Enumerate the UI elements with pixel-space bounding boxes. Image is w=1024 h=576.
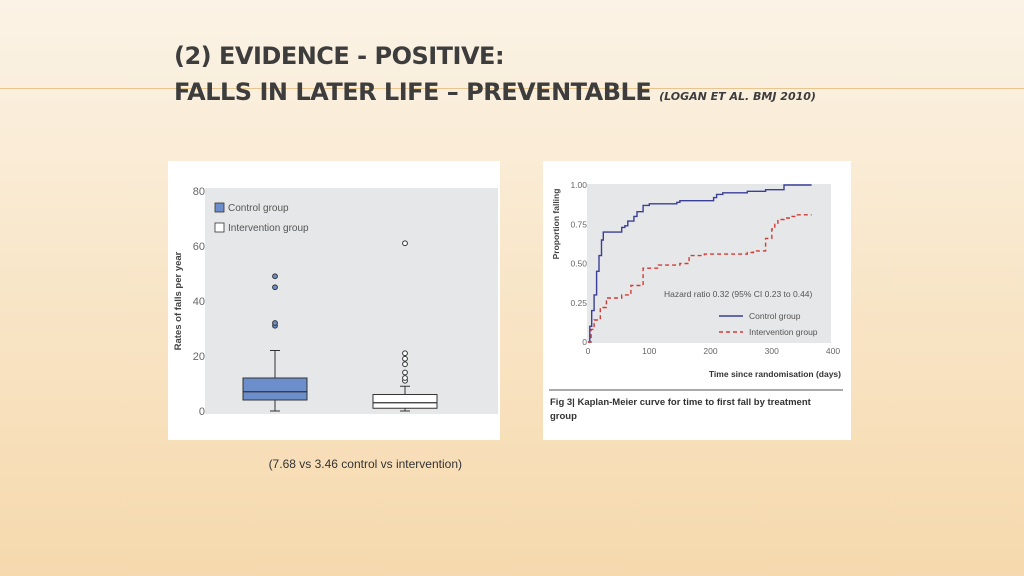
km-line-control — [588, 184, 812, 343]
outlier-point — [402, 375, 408, 381]
boxplot-chart: 0 20 40 60 80 Rates of falls per year Contro… — [173, 186, 498, 418]
title-line-1: (2) EVIDENCE - POSITIVE: — [174, 42, 505, 70]
km-panel: Proportion falling Time since randomisat… — [543, 161, 851, 440]
km-xtick-label: 0 — [586, 346, 591, 356]
legend-label-intervention: Intervention group — [228, 223, 309, 234]
km-chart: Proportion falling Time since randomisat… — [549, 180, 843, 422]
slide-title: (2) EVIDENCE - POSITIVE: FALLS IN LATER … — [174, 38, 816, 115]
legend-swatch-control — [214, 202, 225, 213]
comparison-caption: (7.68 vs 3.46 control vs intervention) — [268, 457, 462, 471]
outlier-point — [402, 240, 408, 247]
outlier-point — [402, 350, 408, 357]
km-annotation: Hazard ratio 0.32 (95% CI 0.23 to 0.44) — [664, 289, 813, 299]
km-ylabel: Proportion falling — [551, 189, 561, 260]
outlier-point — [402, 361, 408, 368]
legend-swatch-intervention — [214, 222, 225, 233]
boxplot-ytick-label: 20 — [193, 351, 205, 363]
outlier-point — [272, 273, 278, 280]
km-ytick-label: 0.25 — [570, 298, 587, 308]
legend-label-control: Control group — [228, 203, 289, 214]
boxplot-ytick-label: 40 — [193, 296, 205, 308]
km-fig-label: Fig 3| — [550, 397, 575, 408]
km-plot-area — [587, 184, 831, 343]
km-xtick-label: 400 — [826, 346, 840, 356]
km-caption-line2: group — [550, 411, 577, 422]
km-ytick-label: 0.75 — [570, 219, 587, 229]
title-underline — [0, 88, 1024, 89]
km-ytick-label: 1.00 — [570, 180, 587, 190]
km-xlabel: Time since randomisation (days) — [709, 369, 841, 379]
boxplot-ytick-label: 0 — [199, 406, 205, 418]
km-caption-text: Kaplan-Meier curve for time to first fal… — [575, 397, 812, 408]
box-iqr — [372, 394, 438, 409]
km-ytick-label: 0 — [582, 337, 587, 347]
boxplot-ylabel: Rates of falls per year — [173, 251, 184, 350]
boxplot-ytick-label: 60 — [193, 241, 205, 253]
km-ytick-label: 0.50 — [570, 259, 587, 269]
km-line-intervention — [588, 214, 812, 343]
outlier-point — [272, 284, 278, 291]
km-xtick-label: 300 — [765, 346, 779, 356]
km-legend-label-intervention: Intervention group — [749, 327, 818, 337]
title-line-2: FALLS IN LATER LIFE – PREVENTABLE (LOGAN… — [174, 74, 816, 115]
boxplot-panel: 0 20 40 60 80 Rates of falls per year Contro… — [168, 161, 500, 440]
citation: (LOGAN ET AL. BMJ 2010) — [659, 90, 816, 103]
box-iqr — [242, 377, 308, 401]
outlier-point — [272, 320, 278, 326]
km-xtick-label: 200 — [703, 346, 717, 356]
km-xtick-label: 100 — [642, 346, 656, 356]
title-line-2-text: FALLS IN LATER LIFE – PREVENTABLE — [174, 78, 652, 106]
outlier-point — [402, 355, 408, 362]
km-caption: Fig 3| Kaplan-Meier curve for time to fi… — [550, 397, 812, 408]
boxplot-plot-area — [205, 188, 498, 414]
km-legend-label-control: Control group — [749, 311, 801, 321]
boxplot-ytick-label: 80 — [193, 186, 205, 198]
outlier-point — [402, 369, 408, 376]
